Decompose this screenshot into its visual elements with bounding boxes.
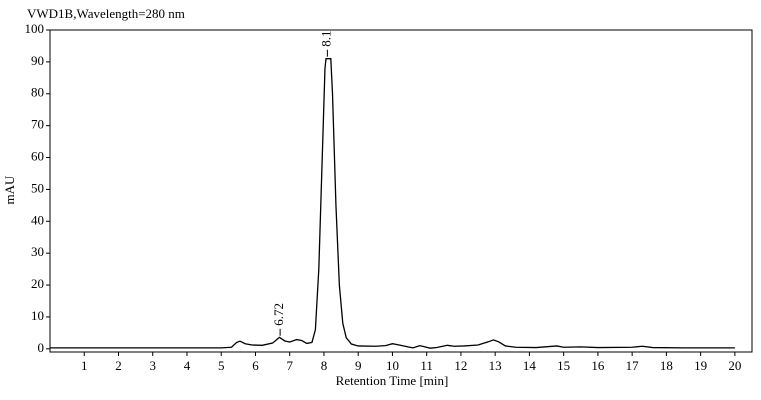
y-tick-label: 40 xyxy=(31,212,44,227)
x-tick-label: 7 xyxy=(286,358,293,373)
x-tick-label: 8 xyxy=(321,358,328,373)
x-tick-label: 20 xyxy=(728,358,741,373)
x-tick-label: 19 xyxy=(694,358,707,373)
trace-line xyxy=(50,58,735,349)
x-tick-label: 13 xyxy=(489,358,502,373)
x-tick-label: 18 xyxy=(660,358,673,373)
y-tick-label: 60 xyxy=(31,149,44,164)
x-tick-label: 14 xyxy=(523,358,537,373)
x-tick-label: 4 xyxy=(184,358,191,373)
y-tick-label: 90 xyxy=(31,53,44,68)
y-tick-label: 10 xyxy=(31,308,44,323)
x-tick-label: 16 xyxy=(591,358,605,373)
x-tick-label: 5 xyxy=(218,358,225,373)
peak-label: 8.1 xyxy=(318,30,333,46)
plot-frame xyxy=(49,29,753,353)
x-tick-label: 2 xyxy=(115,358,122,373)
y-tick-label: 30 xyxy=(31,244,44,259)
x-tick-label: 9 xyxy=(355,358,362,373)
x-tick-label: 15 xyxy=(557,358,570,373)
x-tick-label: 10 xyxy=(386,358,399,373)
y-tick-label: 100 xyxy=(25,21,45,36)
x-tick-label: 11 xyxy=(420,358,433,373)
y-axis-label: mAU xyxy=(2,175,17,205)
x-axis-label: Retention Time [min] xyxy=(336,373,449,388)
y-tick-label: 0 xyxy=(38,340,45,355)
x-tick-label: 17 xyxy=(626,358,640,373)
x-tick-label: 1 xyxy=(81,358,88,373)
y-tick-label: 20 xyxy=(31,276,44,291)
x-tick-label: 12 xyxy=(454,358,467,373)
y-tick-label: 70 xyxy=(31,117,44,132)
peak-label: 6.72 xyxy=(271,303,286,326)
y-tick-label: 80 xyxy=(31,85,44,100)
chart-title: VWD1B,Wavelength=280 nm xyxy=(27,6,185,21)
x-tick-label: 6 xyxy=(252,358,259,373)
y-tick-label: 50 xyxy=(31,180,44,195)
x-tick-label: 3 xyxy=(149,358,156,373)
